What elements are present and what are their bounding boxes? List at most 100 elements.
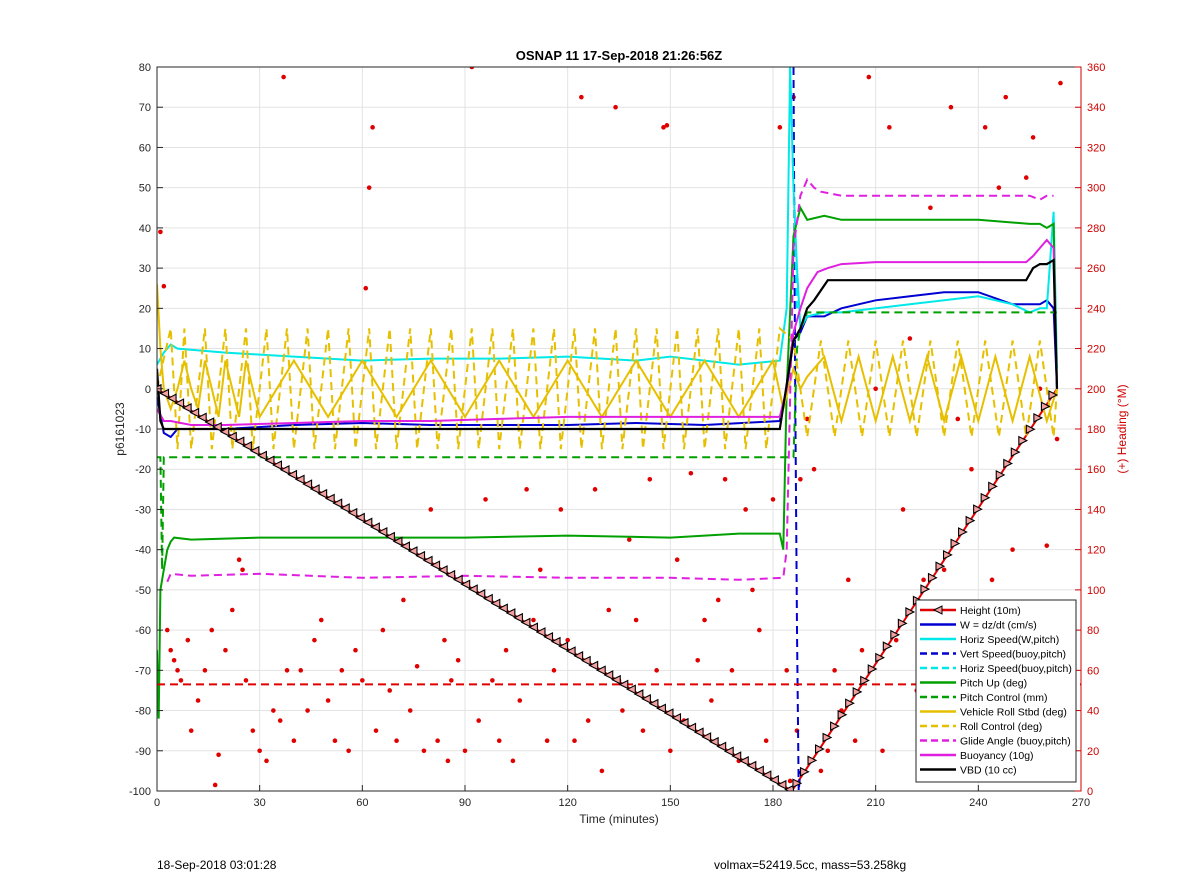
height-marker <box>309 484 320 494</box>
height-marker <box>1018 435 1029 446</box>
y-tick-label-left: -100 <box>129 786 151 798</box>
heading-point <box>445 758 451 764</box>
height-marker <box>370 522 380 533</box>
height-marker <box>520 617 531 628</box>
height-marker <box>422 555 433 566</box>
series-line <box>157 238 1058 426</box>
heading-point <box>592 487 598 492</box>
heading-point <box>989 577 995 583</box>
heading-point <box>558 507 564 512</box>
height-marker <box>400 541 411 552</box>
y-tick-label-left: 70 <box>139 102 151 114</box>
height-marker <box>656 703 666 714</box>
heading-point <box>633 617 639 623</box>
height-marker <box>935 561 946 572</box>
series-line <box>157 326 1058 450</box>
height-marker <box>339 503 350 513</box>
heading-point <box>804 416 810 422</box>
height-marker <box>723 746 734 757</box>
heading-point <box>346 748 351 754</box>
y-tick-label-right: 160 <box>1087 464 1105 476</box>
height-marker <box>950 538 961 549</box>
heading-point <box>1058 80 1063 86</box>
height-marker <box>490 598 501 609</box>
height-marker <box>769 775 779 785</box>
heading-point <box>770 497 776 502</box>
legend-label: Horiz Speed(buoy,pitch) <box>960 663 1072 675</box>
height-marker <box>633 689 644 699</box>
height-marker <box>212 422 222 432</box>
y-tick-label-right: 340 <box>1087 102 1105 114</box>
height-marker <box>852 686 863 697</box>
height-marker <box>1048 390 1059 400</box>
heading-point <box>551 668 557 673</box>
height-marker <box>558 641 569 652</box>
y-tick-label-right: 280 <box>1087 223 1105 235</box>
height-marker <box>1003 458 1013 469</box>
heading-point <box>462 748 468 754</box>
y-tick-label-right: 0 <box>1087 786 1093 798</box>
heading-point <box>1023 175 1029 180</box>
legend-label: Horiz Speed(W,pitch) <box>960 634 1059 646</box>
legend: Height (10m) W = dz/dt (cm/s) Horiz Speed(… <box>915 599 1077 783</box>
heading-point <box>647 476 653 482</box>
height-marker <box>535 627 546 637</box>
heading-point <box>363 285 369 291</box>
height-marker <box>988 481 998 492</box>
heading-point <box>1003 94 1009 100</box>
height-marker <box>663 708 674 719</box>
heading-point <box>277 718 283 723</box>
y-tick-label-left: 60 <box>139 142 151 154</box>
height-marker <box>746 760 757 771</box>
height-marker <box>227 431 237 442</box>
heading-point <box>572 738 577 744</box>
height-marker <box>671 713 682 723</box>
heading-point <box>312 637 317 643</box>
height-marker <box>860 675 870 686</box>
legend-label: Pitch Control (mm) <box>960 692 1048 704</box>
heading-point <box>996 185 1002 190</box>
y-tick-label-left: -20 <box>135 464 151 476</box>
footer-timestamp: 18-Sep-2018 03:01:28 <box>157 858 277 872</box>
heading-point <box>1010 547 1015 552</box>
legend-label: Vehicle Roll Stbd (deg) <box>960 707 1067 719</box>
heading-point <box>325 698 331 703</box>
heading-point <box>715 597 721 603</box>
heading-point <box>178 678 184 683</box>
height-marker <box>580 655 591 666</box>
height-marker <box>257 450 267 461</box>
height-marker <box>731 751 742 761</box>
height-marker <box>445 569 456 580</box>
height-marker <box>761 770 772 781</box>
height-marker <box>799 766 810 777</box>
height-marker <box>189 407 200 418</box>
height-marker <box>287 469 298 480</box>
heading-point <box>414 664 420 669</box>
height-marker <box>890 629 901 640</box>
heading-point <box>599 768 605 774</box>
heading-point <box>845 577 851 583</box>
heading-point <box>1044 543 1050 548</box>
series-line <box>157 205 1058 719</box>
heading-point <box>702 617 707 623</box>
height-marker <box>550 636 561 647</box>
y-tick-label-right: 100 <box>1087 585 1105 597</box>
heading-point <box>175 668 180 673</box>
heading-point <box>421 748 427 754</box>
legend-label: Buoyancy (10g) <box>960 750 1034 762</box>
heading-point <box>798 476 803 482</box>
heading-point <box>866 74 872 80</box>
heading-point <box>455 657 461 663</box>
y-tick-label-left: 40 <box>139 223 151 235</box>
x-tick-label: 0 <box>154 797 160 809</box>
heading-point <box>969 466 974 472</box>
heading-point <box>928 205 933 211</box>
y-tick-label-right: 140 <box>1087 504 1105 516</box>
heading-point <box>469 67 475 70</box>
height-marker <box>460 579 471 590</box>
heading-point <box>161 283 167 289</box>
heading-point <box>757 627 762 633</box>
height-marker <box>204 417 215 428</box>
heading-point <box>1030 135 1036 140</box>
heading-point <box>202 668 208 673</box>
